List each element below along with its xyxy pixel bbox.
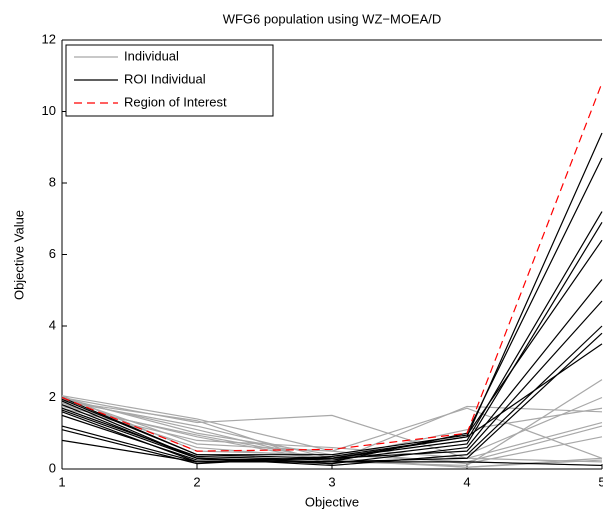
- legend-label: Region of Interest: [124, 94, 227, 109]
- series-line: [61, 239, 603, 456]
- series-line: [61, 396, 603, 465]
- y-tick-label: 2: [49, 389, 56, 404]
- x-tick-label: 4: [463, 474, 470, 489]
- series-line: [61, 407, 603, 459]
- chart-title: WFG6 population using WZ−MOEA/D: [223, 11, 442, 26]
- legend-label: ROI Individual: [124, 71, 206, 86]
- series-line: [61, 82, 603, 452]
- series-line: [61, 425, 603, 467]
- y-axis-label: Objective Value: [11, 210, 26, 300]
- y-tick-label: 4: [49, 317, 56, 332]
- x-tick-label: 1: [58, 474, 65, 489]
- x-tick-label: 2: [193, 474, 200, 489]
- y-tick-label: 12: [42, 31, 56, 46]
- x-tick-label: 3: [328, 474, 335, 489]
- legend: Individual ROI Individual Region of Intere…: [65, 44, 274, 117]
- x-tick-label: 5: [598, 474, 603, 489]
- y-tick-label: 6: [49, 246, 56, 261]
- y-tick-label: 10: [42, 103, 56, 118]
- x-axis-label: Objective: [305, 494, 359, 509]
- legend-label: Individual: [124, 48, 179, 63]
- y-tick-label: 8: [49, 174, 56, 189]
- series-line: [61, 325, 603, 467]
- y-tick-label: 0: [49, 460, 56, 475]
- series-line: [61, 343, 603, 465]
- series-line: [61, 300, 603, 461]
- series-line: [61, 279, 603, 465]
